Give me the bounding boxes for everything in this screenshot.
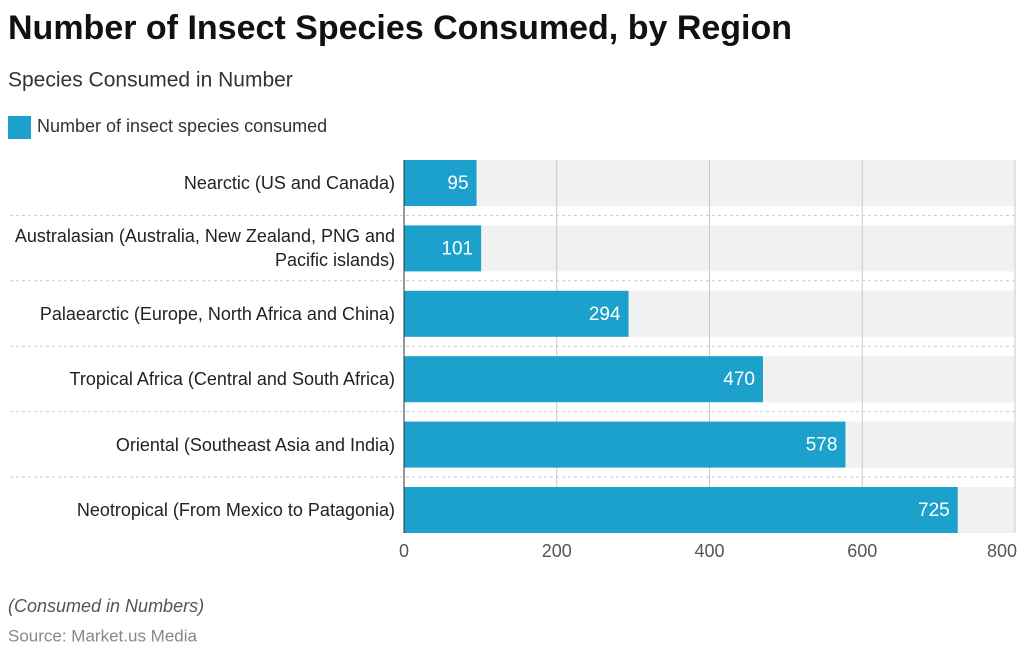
bar: [404, 160, 477, 206]
chart-title: Number of Insect Species Consumed, by Re…: [8, 9, 792, 47]
y-tick-label: Palaearctic (Europe, North Africa and Ch…: [39, 303, 395, 324]
x-tick-label: 600: [847, 541, 877, 561]
x-tick-label: 400: [694, 541, 724, 561]
value-label: 95: [447, 173, 468, 194]
legend-swatch: [8, 116, 31, 139]
y-tick-label: Australasian (Australia, New Zealand, PN…: [14, 226, 395, 271]
bar: [404, 487, 958, 533]
x-tick-label: 800: [987, 541, 1017, 561]
y-tick-label: Nearctic (US and Canada): [183, 173, 395, 193]
value-label: 294: [589, 304, 621, 325]
value-label: 725: [918, 500, 950, 521]
value-label: 578: [806, 435, 838, 456]
x-tick-label: 0: [399, 541, 409, 561]
bar: [404, 421, 846, 468]
value-label: 470: [723, 369, 755, 390]
y-tick-label: Oriental (Southeast Asia and India): [115, 434, 395, 455]
x-tick-label: 200: [542, 541, 572, 561]
value-label: 101: [441, 238, 473, 259]
legend-label: Number of insect species consumed: [37, 116, 327, 136]
y-tick-label: Tropical Africa (Central and South Afric…: [69, 369, 395, 390]
chart-subtitle: Species Consumed in Number: [8, 69, 293, 92]
y-tick-label: Neotropical (From Mexico to Patagonia): [76, 500, 395, 520]
bar: [404, 290, 629, 337]
source: Source: Market.us Media: [8, 626, 198, 645]
bar: [404, 356, 763, 403]
bar: [404, 225, 482, 272]
note: (Consumed in Numbers): [8, 596, 204, 616]
